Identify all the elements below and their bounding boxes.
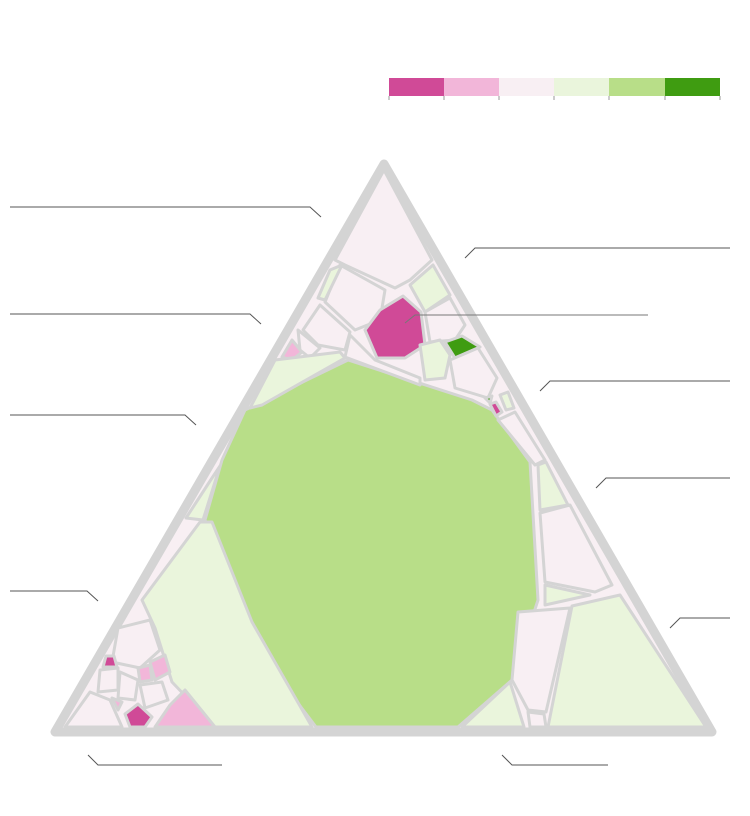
legend-swatch-6 <box>665 78 720 96</box>
cell-top-left-2 <box>301 303 352 352</box>
cell-bottom-right-pink <box>510 606 572 714</box>
cell-bottom-right-green <box>546 593 708 729</box>
cell-bl-small-light <box>110 696 124 712</box>
cell-bottom-mid-green <box>460 680 526 729</box>
cell-bl-left-corner <box>63 690 124 729</box>
leader-line-7 <box>595 477 730 489</box>
leader-line-3 <box>404 314 648 324</box>
cell-bl-4 <box>96 666 120 694</box>
legend-swatch-1 <box>389 78 444 96</box>
cell-bl-pink-strong <box>123 702 154 729</box>
cells <box>63 168 708 729</box>
cell-bl-pink-light <box>153 688 217 729</box>
leader-line-1 <box>10 206 322 218</box>
cell-left-green-band <box>248 350 347 410</box>
cell-upper-right-4 <box>448 346 499 400</box>
cell-top-left-3 <box>316 263 344 302</box>
cell-bl-3 <box>136 663 154 684</box>
leader-line-5 <box>539 380 730 392</box>
leader-line-9 <box>669 617 730 629</box>
cell-right-pink-big <box>538 503 614 594</box>
cell-right-small-1 <box>498 390 516 412</box>
cell-bl-tiny-pink <box>101 654 119 669</box>
leader-lines <box>10 206 730 766</box>
cell-right-small-2 <box>496 410 547 467</box>
leader-line-11 <box>501 754 608 766</box>
cell-top-apex <box>333 168 434 290</box>
cell-right-tiny-green <box>483 394 494 405</box>
cell-upper-middle <box>343 333 422 387</box>
cell-bl-2 <box>148 653 172 682</box>
cell-upper-right-2 <box>423 296 467 344</box>
legend-swatch-5 <box>609 78 665 96</box>
leader-line-2 <box>464 247 730 259</box>
legend-swatch-2 <box>444 78 499 96</box>
cell-small-green <box>443 334 482 360</box>
legend-swatch-3 <box>499 78 554 96</box>
leader-line-4 <box>10 313 262 325</box>
cell-highlight-pink <box>363 294 427 360</box>
cell-left-sliver <box>184 464 222 522</box>
cell-bottom-right-tiny <box>526 710 548 729</box>
cell-upper-right-3 <box>418 338 452 382</box>
leader-line-10 <box>87 754 222 766</box>
leader-line-8 <box>10 590 99 602</box>
color-legend <box>388 78 721 100</box>
cell-right-green-2 <box>543 583 592 607</box>
legend-swatch-4 <box>554 78 609 96</box>
cell-bl-6 <box>138 680 170 710</box>
cell-bl-5 <box>116 670 140 702</box>
leader-line-6 <box>10 414 197 426</box>
cell-right-tiny-pink <box>488 400 504 418</box>
